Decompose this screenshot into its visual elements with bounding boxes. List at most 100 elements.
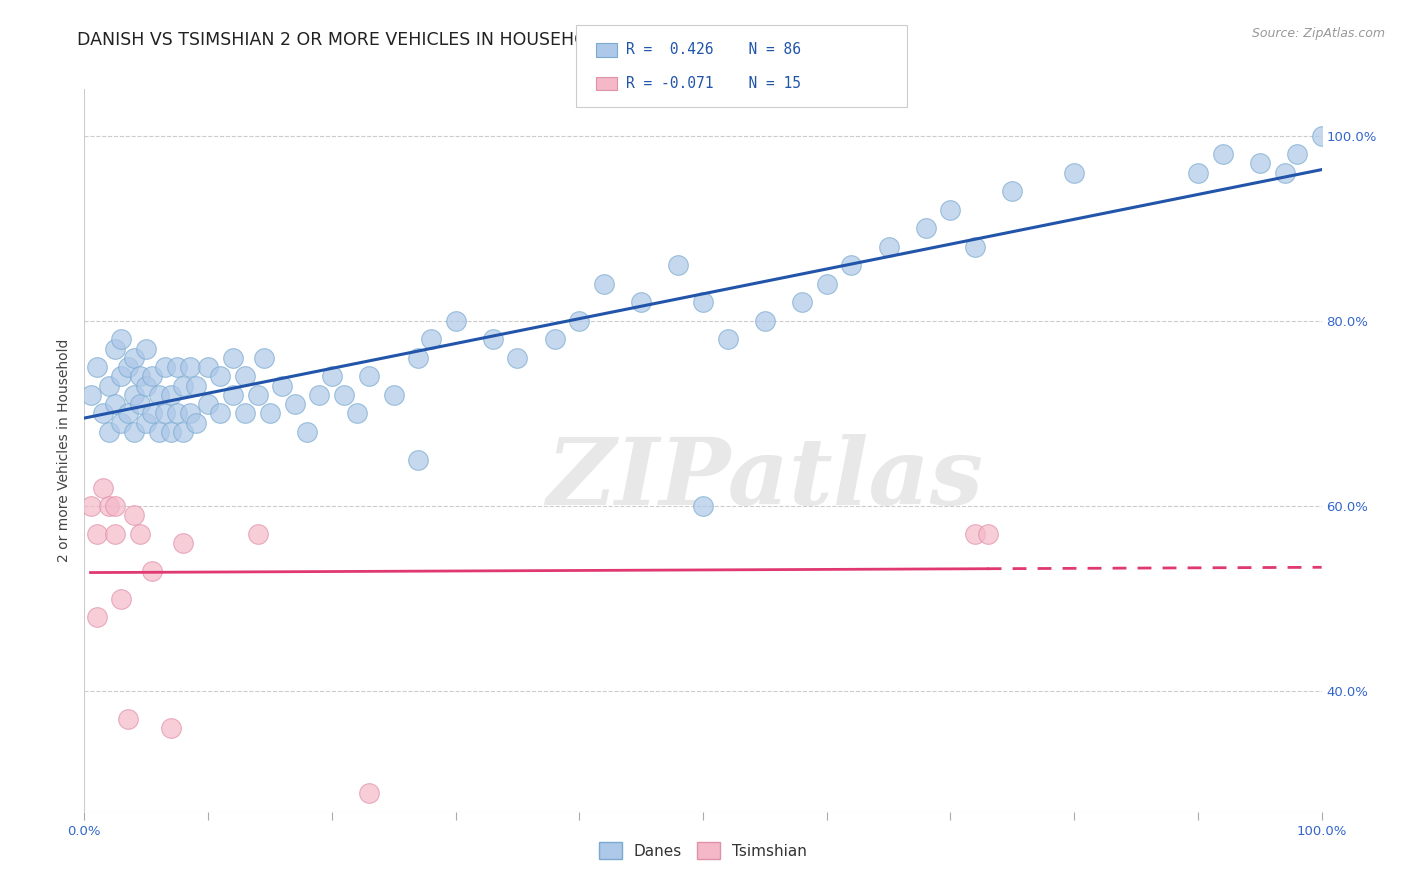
- Point: [914, 221, 936, 235]
- Point: [110, 591, 132, 606]
- Point: [1310, 128, 1333, 143]
- Point: [357, 786, 380, 800]
- Point: [965, 240, 987, 254]
- Y-axis label: 2 or more Vehicles in Household: 2 or more Vehicles in Household: [58, 339, 72, 562]
- Point: [568, 314, 591, 328]
- Point: [790, 295, 813, 310]
- Point: [754, 314, 776, 328]
- Point: [160, 388, 183, 402]
- Point: [965, 526, 987, 541]
- Point: [79, 499, 101, 513]
- Point: [110, 416, 132, 430]
- Point: [939, 202, 962, 217]
- Point: [117, 406, 139, 420]
- Point: [1063, 165, 1085, 179]
- Text: DANISH VS TSIMSHIAN 2 OR MORE VEHICLES IN HOUSEHOLD CORRELATION CHART: DANISH VS TSIMSHIAN 2 OR MORE VEHICLES I…: [77, 31, 806, 49]
- Point: [259, 406, 281, 420]
- Point: [179, 360, 201, 375]
- Point: [630, 295, 652, 310]
- Point: [382, 388, 405, 402]
- Point: [419, 332, 441, 346]
- Point: [129, 397, 152, 411]
- Point: [253, 351, 276, 365]
- Point: [308, 388, 330, 402]
- Point: [172, 536, 194, 550]
- Point: [692, 499, 714, 513]
- Point: [1249, 156, 1271, 170]
- Point: [153, 360, 176, 375]
- Point: [122, 351, 145, 365]
- Text: R =  0.426    N = 86: R = 0.426 N = 86: [626, 43, 800, 57]
- Point: [122, 425, 145, 439]
- Point: [233, 369, 256, 384]
- Point: [135, 342, 157, 356]
- Point: [117, 360, 139, 375]
- Point: [104, 342, 127, 356]
- Point: [141, 369, 163, 384]
- Point: [976, 526, 998, 541]
- Point: [86, 360, 108, 375]
- Point: [1274, 165, 1296, 179]
- Point: [197, 397, 219, 411]
- Point: [357, 369, 380, 384]
- Point: [877, 240, 900, 254]
- Point: [506, 351, 529, 365]
- Point: [153, 406, 176, 420]
- Point: [86, 526, 108, 541]
- Point: [284, 397, 307, 411]
- Point: [98, 425, 121, 439]
- Point: [408, 351, 430, 365]
- Point: [160, 425, 183, 439]
- Point: [246, 526, 269, 541]
- Point: [815, 277, 838, 291]
- Text: ZIPatlas: ZIPatlas: [547, 434, 983, 524]
- Point: [129, 526, 152, 541]
- Point: [117, 712, 139, 726]
- Point: [148, 425, 170, 439]
- Point: [209, 369, 232, 384]
- Legend: Danes, Tsimshian: Danes, Tsimshian: [592, 836, 814, 865]
- Point: [98, 499, 121, 513]
- Point: [122, 508, 145, 523]
- Point: [129, 369, 152, 384]
- Point: [1187, 165, 1209, 179]
- Point: [79, 388, 101, 402]
- Point: [408, 452, 430, 467]
- Point: [246, 388, 269, 402]
- Point: [160, 722, 183, 736]
- Point: [135, 378, 157, 392]
- Point: [184, 416, 207, 430]
- Point: [346, 406, 368, 420]
- Point: [172, 425, 194, 439]
- Point: [172, 378, 194, 392]
- Point: [444, 314, 467, 328]
- Point: [110, 332, 132, 346]
- Point: [841, 258, 863, 272]
- Point: [1001, 184, 1024, 198]
- Point: [141, 564, 163, 578]
- Point: [104, 397, 127, 411]
- Point: [333, 388, 356, 402]
- Point: [692, 295, 714, 310]
- Point: [135, 416, 157, 430]
- Point: [104, 499, 127, 513]
- Point: [209, 406, 232, 420]
- Point: [717, 332, 740, 346]
- Point: [197, 360, 219, 375]
- Text: R = -0.071    N = 15: R = -0.071 N = 15: [626, 76, 800, 91]
- Point: [184, 378, 207, 392]
- Point: [321, 369, 343, 384]
- Point: [222, 351, 245, 365]
- Point: [666, 258, 689, 272]
- Point: [104, 526, 127, 541]
- Point: [481, 332, 503, 346]
- Point: [295, 425, 318, 439]
- Point: [1285, 147, 1308, 161]
- Point: [593, 277, 616, 291]
- Point: [122, 388, 145, 402]
- Point: [1212, 147, 1234, 161]
- Text: Source: ZipAtlas.com: Source: ZipAtlas.com: [1251, 27, 1385, 40]
- Point: [222, 388, 245, 402]
- Point: [141, 406, 163, 420]
- Point: [91, 406, 114, 420]
